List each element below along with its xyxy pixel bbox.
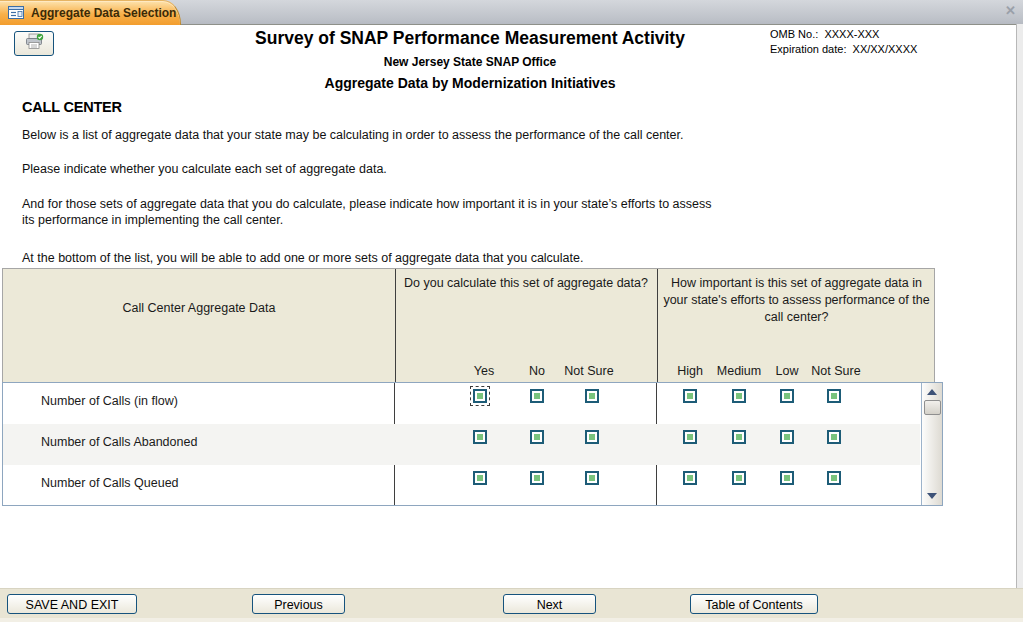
tab-label: Aggregate Data Selection	[31, 6, 176, 20]
row-label: Number of Calls Abandoned	[41, 435, 197, 449]
table-row: Number of Calls Abandoned	[3, 424, 920, 465]
checkbox-calls-inflow-notsure[interactable]	[585, 389, 599, 403]
intro-paragraph-2: Please indicate whether you calculate ea…	[22, 161, 712, 177]
checkbox-calls-inflow-no[interactable]	[530, 389, 544, 403]
section-title: Aggregate Data by Modernization Initiati…	[160, 75, 780, 91]
checkbox-calls-inflow-high[interactable]	[683, 389, 697, 403]
checkbox-calls-queued-medium[interactable]	[732, 471, 746, 485]
table-row: Number of Calls (in flow)	[3, 383, 920, 424]
option-label-yes: Yes	[474, 364, 494, 378]
scroll-down-icon[interactable]	[927, 493, 937, 499]
option-label-high: High	[677, 364, 703, 378]
checkbox-calls-inflow-imp-notsure[interactable]	[827, 389, 841, 403]
window-bottom-edge	[0, 618, 1023, 622]
checkbox-calls-abandoned-no[interactable]	[530, 430, 544, 444]
column-divider	[395, 269, 396, 382]
expiration-date: Expiration date: XX/XX/XXXX	[770, 43, 917, 55]
intro-paragraph-1: Below is a list of aggregate data that y…	[22, 127, 712, 143]
option-label-no: No	[529, 364, 545, 378]
option-label-not-sure-2: Not Sure	[811, 364, 860, 378]
column-header-aggregate-data: Call Center Aggregate Data	[3, 301, 395, 315]
table-rows-region: Number of Calls (in flow) Number of Call…	[2, 382, 943, 506]
checkbox-calls-abandoned-notsure[interactable]	[585, 430, 599, 444]
checkbox-calls-queued-yes[interactable]	[473, 471, 487, 485]
footer-bar: SAVE AND EXIT Previous Next Table of Con…	[0, 588, 1023, 619]
office-subtitle: New Jersey State SNAP Office	[160, 55, 780, 69]
checkbox-calls-abandoned-medium[interactable]	[732, 430, 746, 444]
option-label-low: Low	[776, 364, 799, 378]
checkbox-calls-inflow-medium[interactable]	[732, 389, 746, 403]
checkbox-calls-queued-no[interactable]	[530, 471, 544, 485]
next-button[interactable]: Next	[503, 594, 596, 614]
row-label: Number of Calls Queued	[41, 476, 179, 490]
column-divider	[657, 269, 658, 382]
window-right-edge	[1016, 24, 1023, 588]
checkbox-calls-queued-imp-notsure[interactable]	[827, 471, 841, 485]
previous-button[interactable]: Previous	[252, 594, 345, 614]
call-center-heading: CALL CENTER	[22, 99, 122, 115]
close-icon[interactable]: ✕	[1005, 3, 1016, 19]
checkbox-calls-abandoned-imp-notsure[interactable]	[827, 430, 841, 444]
column-header-calculate: Do you calculate this set of aggregate d…	[399, 275, 653, 292]
print-icon	[23, 33, 45, 54]
scroll-up-icon[interactable]	[927, 389, 937, 395]
checkbox-calls-queued-high[interactable]	[683, 471, 697, 485]
checkbox-calls-abandoned-yes[interactable]	[473, 430, 487, 444]
intro-paragraph-3: And for those sets of aggregate data tha…	[22, 196, 712, 228]
intro-paragraph-4: At the bottom of the list, you will be a…	[22, 250, 712, 266]
omb-number: OMB No.: XXXX-XXX	[770, 28, 879, 40]
tab-bar: Aggregate Data Selection ✕	[0, 0, 1023, 25]
table-of-contents-button[interactable]: Table of Contents	[690, 594, 818, 614]
table-header: Call Center Aggregate Data Do you calcul…	[2, 268, 935, 382]
checkbox-calls-abandoned-high[interactable]	[683, 430, 697, 444]
checkbox-calls-inflow-low[interactable]	[780, 389, 794, 403]
omb-block: OMB No.: XXXX-XXX Expiration date: XX/XX…	[770, 27, 917, 57]
form-icon	[8, 5, 25, 24]
table-row: Number of Calls Queued	[3, 465, 920, 506]
option-label-medium: Medium	[717, 364, 761, 378]
row-label: Number of Calls (in flow)	[41, 394, 178, 408]
save-and-exit-button[interactable]: SAVE AND EXIT	[7, 594, 137, 614]
tab-aggregate-data-selection[interactable]: Aggregate Data Selection	[0, 0, 181, 25]
checkbox-calls-queued-notsure[interactable]	[585, 471, 599, 485]
page-title: Survey of SNAP Performance Measurement A…	[160, 28, 780, 49]
checkbox-calls-abandoned-low[interactable]	[780, 430, 794, 444]
vertical-scrollbar[interactable]	[921, 383, 942, 505]
print-button[interactable]	[14, 31, 54, 56]
column-header-importance: How important is this set of aggregate d…	[661, 275, 932, 326]
scrollbar-thumb[interactable]	[924, 400, 941, 415]
checkbox-calls-inflow-yes[interactable]	[473, 389, 487, 403]
checkbox-calls-queued-low[interactable]	[780, 471, 794, 485]
option-label-not-sure: Not Sure	[564, 364, 613, 378]
